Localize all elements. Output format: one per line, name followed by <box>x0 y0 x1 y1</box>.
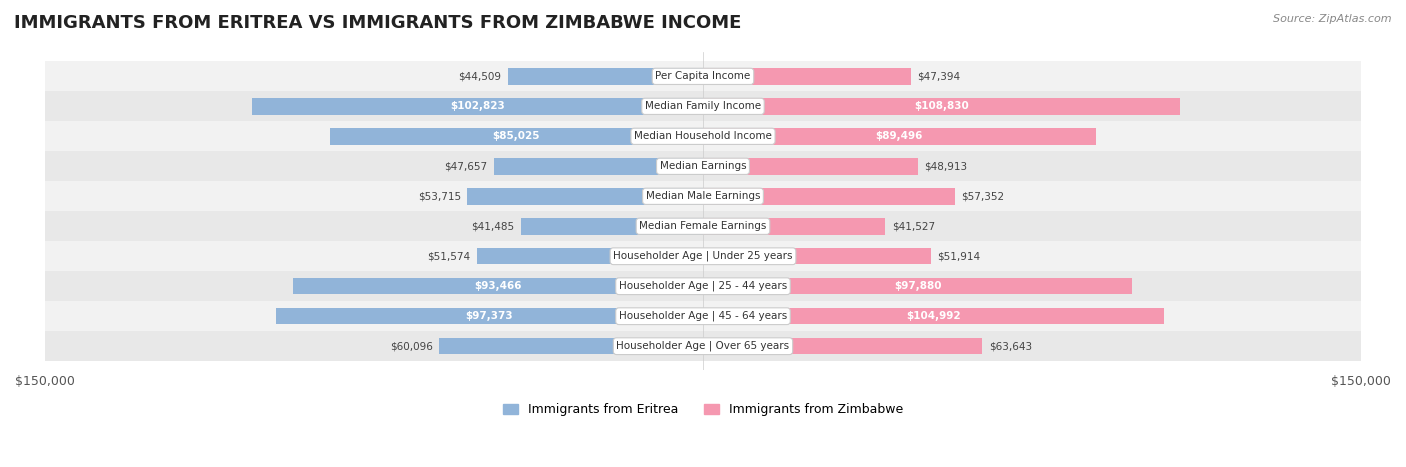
Bar <box>276 308 703 325</box>
Bar <box>703 98 1181 114</box>
Text: Per Capita Income: Per Capita Income <box>655 71 751 81</box>
Bar <box>467 188 703 205</box>
Bar <box>45 331 1361 361</box>
Text: $41,485: $41,485 <box>471 221 515 231</box>
Bar <box>45 181 1361 211</box>
Text: $85,025: $85,025 <box>492 131 540 142</box>
Text: $48,913: $48,913 <box>924 161 967 171</box>
Text: Householder Age | Over 65 years: Householder Age | Over 65 years <box>616 341 790 352</box>
Bar <box>45 241 1361 271</box>
Text: $47,394: $47,394 <box>918 71 960 81</box>
Bar <box>703 308 1164 325</box>
Text: $102,823: $102,823 <box>450 101 505 111</box>
Text: Median Household Income: Median Household Income <box>634 131 772 142</box>
Bar <box>45 151 1361 181</box>
Bar <box>703 338 983 354</box>
Bar <box>703 158 918 175</box>
Text: $44,509: $44,509 <box>458 71 501 81</box>
Text: Householder Age | 25 - 44 years: Householder Age | 25 - 44 years <box>619 281 787 291</box>
Text: $93,466: $93,466 <box>474 281 522 291</box>
Bar <box>477 248 703 264</box>
Bar <box>508 68 703 85</box>
Bar <box>45 92 1361 121</box>
Text: $108,830: $108,830 <box>914 101 969 111</box>
Text: $63,643: $63,643 <box>988 341 1032 351</box>
Text: $89,496: $89,496 <box>876 131 922 142</box>
Text: $104,992: $104,992 <box>905 311 960 321</box>
Text: $47,657: $47,657 <box>444 161 488 171</box>
Text: $60,096: $60,096 <box>389 341 433 351</box>
Bar <box>45 121 1361 151</box>
Bar <box>522 218 703 234</box>
Text: $57,352: $57,352 <box>962 191 1004 201</box>
Text: Householder Age | Under 25 years: Householder Age | Under 25 years <box>613 251 793 262</box>
Bar <box>439 338 703 354</box>
Bar <box>45 211 1361 241</box>
Text: Median Male Earnings: Median Male Earnings <box>645 191 761 201</box>
Text: IMMIGRANTS FROM ERITREA VS IMMIGRANTS FROM ZIMBABWE INCOME: IMMIGRANTS FROM ERITREA VS IMMIGRANTS FR… <box>14 14 741 32</box>
Bar <box>703 218 886 234</box>
Text: $51,914: $51,914 <box>938 251 980 261</box>
Text: Source: ZipAtlas.com: Source: ZipAtlas.com <box>1274 14 1392 24</box>
Text: Median Family Income: Median Family Income <box>645 101 761 111</box>
Text: Median Female Earnings: Median Female Earnings <box>640 221 766 231</box>
Bar <box>45 61 1361 92</box>
Legend: Immigrants from Eritrea, Immigrants from Zimbabwe: Immigrants from Eritrea, Immigrants from… <box>498 398 908 421</box>
Bar <box>703 188 955 205</box>
Bar <box>45 271 1361 301</box>
Bar <box>703 248 931 264</box>
Text: $41,527: $41,527 <box>891 221 935 231</box>
Bar <box>494 158 703 175</box>
Bar <box>703 278 1132 295</box>
Bar <box>292 278 703 295</box>
Bar <box>703 128 1095 145</box>
Bar <box>330 128 703 145</box>
Text: $97,373: $97,373 <box>465 311 513 321</box>
Text: Median Earnings: Median Earnings <box>659 161 747 171</box>
Text: $97,880: $97,880 <box>894 281 942 291</box>
Bar <box>252 98 703 114</box>
Bar <box>45 301 1361 331</box>
Bar <box>703 68 911 85</box>
Text: $53,715: $53,715 <box>418 191 461 201</box>
Text: $51,574: $51,574 <box>427 251 470 261</box>
Text: Householder Age | 45 - 64 years: Householder Age | 45 - 64 years <box>619 311 787 321</box>
